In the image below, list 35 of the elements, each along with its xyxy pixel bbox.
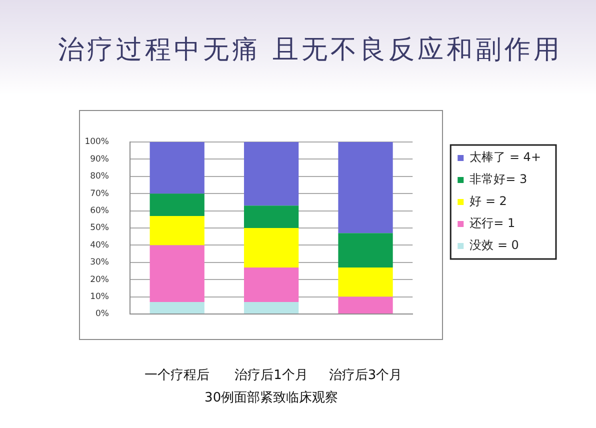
y-tick-label: 100% — [84, 137, 109, 148]
legend-label: 太棒了 = 4+ — [470, 150, 541, 164]
bar — [338, 233, 393, 268]
y-tick-label: 80% — [90, 172, 109, 182]
y-tick-label: 60% — [90, 206, 109, 216]
bar — [338, 142, 393, 234]
y-tick-label: 20% — [90, 274, 109, 285]
chart-title: 治疗过程中无痛 且无不良反应和副作用 — [58, 35, 562, 65]
y-tick-label: 50% — [90, 223, 109, 234]
legend-label: 没效 = 0 — [470, 238, 519, 252]
legend-label: 还行= 1 — [470, 216, 516, 230]
bar — [338, 268, 393, 297]
y-tick-label: 90% — [90, 154, 109, 164]
bar — [244, 206, 299, 228]
y-tick-label: 0% — [96, 309, 109, 320]
bar — [338, 296, 393, 314]
x-tick-label: 治疗后1个月 — [234, 368, 308, 384]
x-tick-label: 治疗后3个月 — [328, 368, 402, 384]
bar — [244, 302, 299, 314]
bar — [244, 142, 299, 206]
bar — [150, 216, 204, 246]
x-tick-label: 一个疗程后 — [144, 368, 210, 384]
x-axis-title: 30例面部紧致临床观察 — [204, 390, 338, 406]
bar — [244, 268, 299, 302]
y-tick-label: 30% — [90, 258, 109, 268]
y-tick-label: 40% — [90, 240, 109, 250]
bar — [150, 142, 204, 194]
bar — [244, 228, 299, 268]
legend-label: 好 = 2 — [470, 194, 507, 208]
y-tick-label: 70% — [90, 188, 109, 199]
y-tick-label: 10% — [90, 292, 109, 302]
bar — [150, 302, 204, 314]
legend-label: 非常好= 3 — [470, 172, 528, 186]
bar — [150, 194, 204, 216]
bar — [150, 245, 204, 302]
